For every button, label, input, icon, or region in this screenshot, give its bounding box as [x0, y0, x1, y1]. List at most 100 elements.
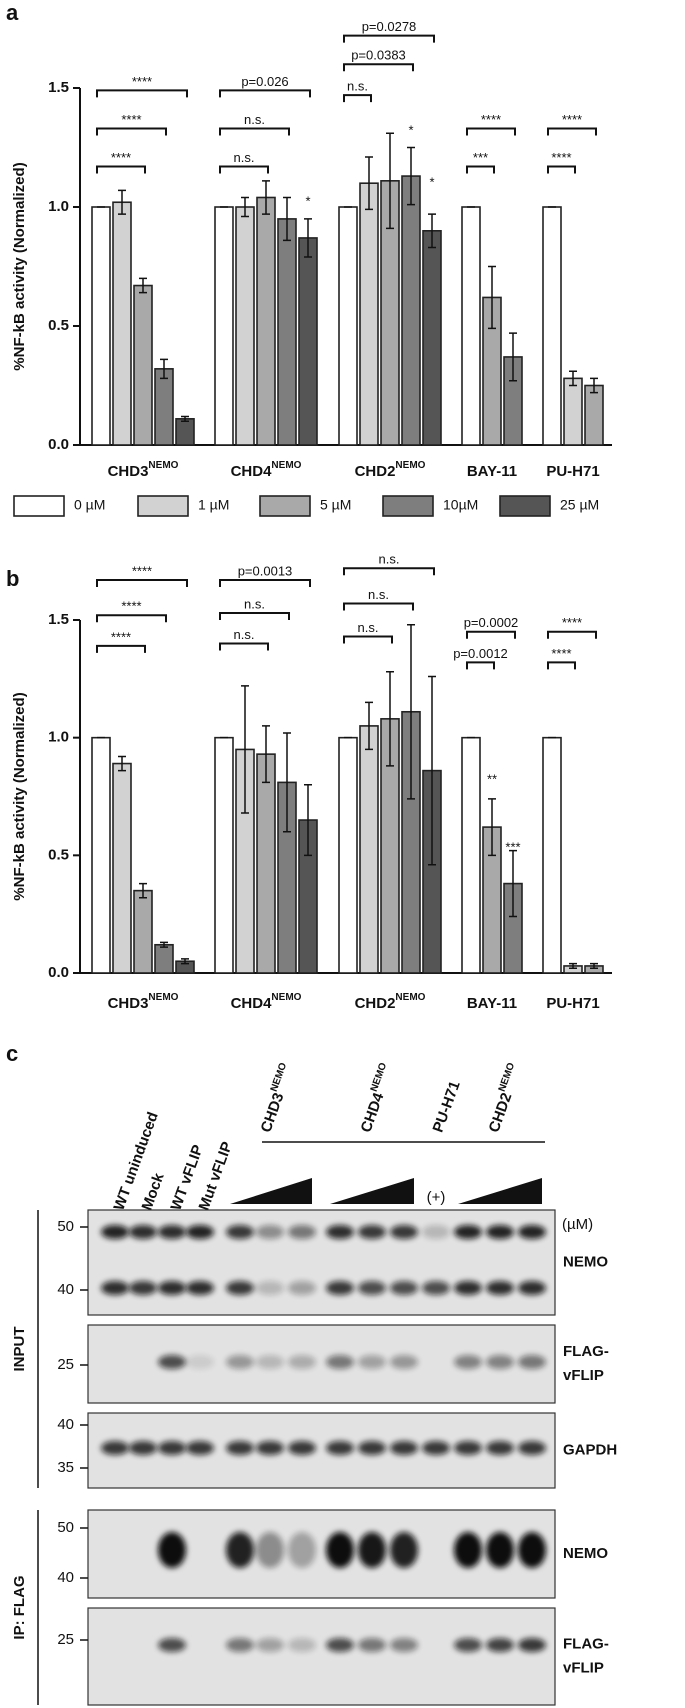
- group-superscript: NEMO: [496, 1061, 517, 1093]
- bar: [256, 753, 276, 974]
- significance-bracket: [96, 127, 167, 136]
- y-tick-label: 1.0: [48, 198, 69, 215]
- significance-label: p=0.0278: [362, 19, 417, 34]
- significance-bracket: [219, 127, 290, 136]
- error-bar: [428, 675, 436, 866]
- row-label: NEMO: [563, 1545, 608, 1562]
- significance-bracket: [219, 642, 269, 651]
- blot-band: [226, 1225, 254, 1239]
- blot-image: [87, 1412, 556, 1489]
- category-superscript: NEMO: [395, 460, 425, 471]
- error-bar: [304, 218, 312, 258]
- bar: [175, 418, 195, 446]
- blot-band: [358, 1225, 386, 1239]
- group-name: CHD4: [358, 1090, 388, 1135]
- significance-label: ***: [473, 150, 488, 165]
- blot-band: [326, 1281, 354, 1295]
- marker-label: 25: [57, 1631, 74, 1648]
- bar: [214, 736, 234, 974]
- blot-band: [256, 1638, 284, 1652]
- x-tick-label: CHD4NEMO: [231, 992, 302, 1012]
- x-tick-label: BAY-11: [467, 463, 517, 480]
- blot-band: [518, 1638, 546, 1652]
- x-tick-label: CHD4NEMO: [231, 460, 302, 480]
- error-bar: [386, 671, 394, 767]
- significance-label: ****: [121, 112, 141, 127]
- error-bar: [181, 415, 189, 422]
- group-label: CHD2NEMO: [482, 1061, 525, 1135]
- significance-label: ****: [132, 74, 152, 89]
- bar: [359, 182, 379, 446]
- significance-bracket: [96, 644, 146, 653]
- group-label: PU-H71: [430, 1079, 464, 1135]
- blot-band: [226, 1532, 254, 1568]
- blot-band: [158, 1638, 186, 1652]
- blot-band: [486, 1225, 514, 1239]
- y-tick-label: 1.5: [48, 79, 69, 96]
- category-name: PU-H71: [546, 995, 599, 1012]
- category-name: BAY-11: [467, 995, 517, 1012]
- error-bar: [386, 132, 394, 230]
- y-tick-label: 0.5: [48, 317, 69, 334]
- blot-band: [256, 1281, 284, 1295]
- legend-label: 0 µM: [74, 497, 105, 513]
- y-tick-label: 0.5: [48, 846, 69, 863]
- row-label: FLAG-: [563, 1635, 609, 1652]
- legend-label: 1 µM: [198, 497, 229, 513]
- bar: [154, 368, 174, 446]
- blot-band: [422, 1281, 450, 1295]
- error-bar: [139, 882, 147, 899]
- error-bar: [262, 725, 270, 784]
- significance-bracket: [219, 89, 311, 98]
- blot-band: [454, 1532, 482, 1568]
- error-bar: [407, 623, 415, 800]
- error-bar: [160, 358, 168, 380]
- category-superscript: NEMO: [271, 460, 301, 471]
- significance-bracket: [343, 34, 435, 43]
- marker-label: 50: [57, 1519, 74, 1536]
- panel-label: c: [6, 1041, 18, 1066]
- blot-band: [390, 1281, 418, 1295]
- significance-bracket: [466, 630, 516, 639]
- blot-band: [518, 1441, 546, 1455]
- blot-band: [288, 1355, 316, 1369]
- significance-bracket: [466, 165, 495, 174]
- blot-band: [226, 1441, 254, 1455]
- marker-label: 40: [57, 1569, 74, 1586]
- blot-band: [158, 1441, 186, 1455]
- bar: [154, 943, 174, 974]
- significance-label: p=0.0012: [453, 646, 508, 661]
- blot-band: [186, 1355, 214, 1369]
- bar: [584, 384, 604, 446]
- bar: [338, 736, 358, 974]
- legend-label: 25 µM: [560, 497, 599, 513]
- blot-band: [101, 1441, 129, 1455]
- significance-mark: ***: [505, 840, 520, 855]
- legend-label: 5 µM: [320, 497, 351, 513]
- significance-mark: **: [487, 771, 497, 786]
- category-name: BAY-11: [467, 463, 517, 480]
- significance-label: ****: [562, 112, 582, 127]
- y-tick-label: 0.0: [48, 436, 69, 453]
- category-name: CHD4: [231, 995, 272, 1012]
- x-tick-label: CHD3NEMO: [108, 460, 179, 480]
- error-bar: [139, 277, 147, 294]
- blot-band: [390, 1441, 418, 1455]
- category-name: CHD4: [231, 463, 272, 480]
- significance-label: p=0.0383: [351, 48, 406, 63]
- significance-bracket: [343, 602, 414, 611]
- error-bar: [509, 849, 517, 918]
- significance-bracket: [96, 89, 188, 98]
- error-bar: [569, 370, 577, 387]
- significance-label: ****: [111, 150, 131, 165]
- bar: [112, 762, 132, 974]
- bar: [542, 736, 562, 974]
- blot-band: [518, 1532, 546, 1568]
- error-bar: [365, 701, 373, 751]
- error-bar: [118, 189, 126, 215]
- blot-band: [454, 1441, 482, 1455]
- significance-bracket: [219, 578, 311, 587]
- row-label: vFLIP: [563, 1367, 604, 1384]
- blot-band: [256, 1225, 284, 1239]
- blot-band: [226, 1355, 254, 1369]
